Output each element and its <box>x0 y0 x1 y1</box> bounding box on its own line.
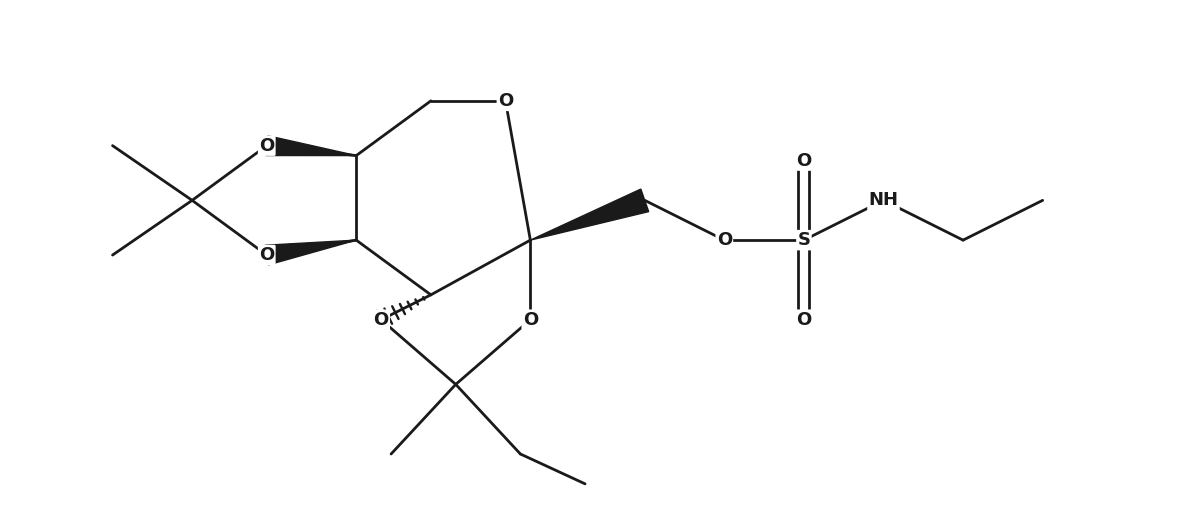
Polygon shape <box>530 189 648 240</box>
Polygon shape <box>265 136 356 156</box>
Text: O: O <box>796 311 812 329</box>
Text: O: O <box>259 137 275 155</box>
Text: O: O <box>523 311 538 329</box>
Text: O: O <box>796 152 812 170</box>
Text: O: O <box>498 92 513 110</box>
Text: O: O <box>259 246 275 264</box>
Text: O: O <box>374 311 389 329</box>
Text: S: S <box>798 231 811 249</box>
Text: NH: NH <box>868 191 899 209</box>
Polygon shape <box>265 240 356 265</box>
Text: O: O <box>716 231 732 249</box>
